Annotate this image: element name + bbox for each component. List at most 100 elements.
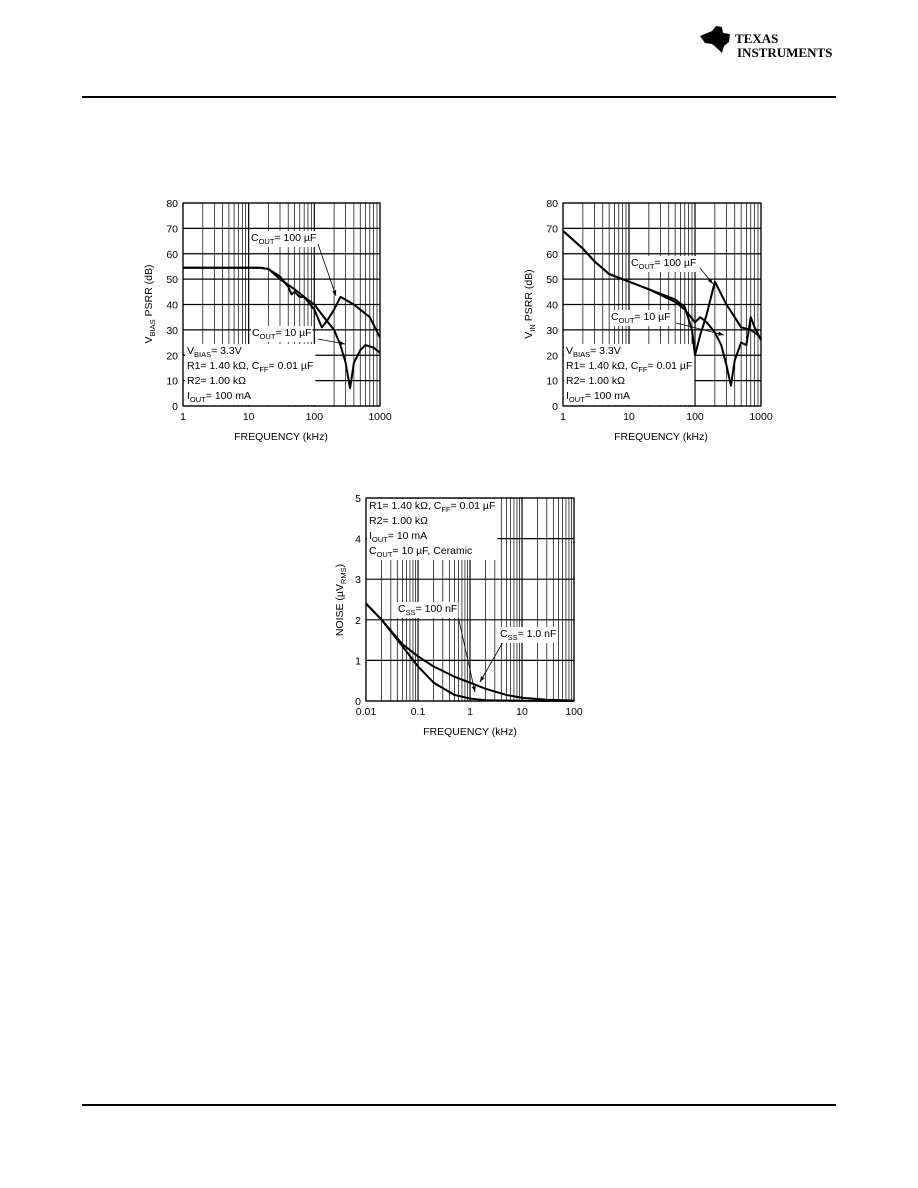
x-axis-label: FREQUENCY (kHz) <box>234 431 328 443</box>
series-line <box>183 266 381 390</box>
text-run: = 0.01 µF <box>451 500 496 512</box>
subscript: OUT <box>259 237 275 246</box>
text-run: = 100 mA <box>585 390 630 402</box>
text-run: = 3.3V <box>211 345 242 357</box>
annotation-arrow <box>457 615 476 693</box>
series-label: COUT= 100 µF <box>250 231 318 247</box>
condition-line: R1= 1.40 kΩ, CFF= 0.01 µF <box>566 360 692 374</box>
text-run: FREQUENCY (kHz) <box>234 431 328 443</box>
y-tick-label: 3 <box>355 574 361 586</box>
y-tick-label: 0 <box>552 401 558 413</box>
y-axis-label: NOISE (µVRMS) <box>334 564 348 636</box>
subscript: SS <box>508 633 518 642</box>
text-run: V <box>566 345 573 357</box>
label-background <box>185 344 316 405</box>
y-tick-label: 70 <box>546 223 558 235</box>
series-label: COUT= 10 µF <box>251 326 313 342</box>
logo-text: INSTRUMENTS <box>737 45 832 60</box>
text-run: = 0.01 µF <box>269 360 314 372</box>
series-line <box>365 602 575 702</box>
text-run: = 100 nF <box>416 603 458 615</box>
subscript: OUT <box>639 262 655 271</box>
plot-frame <box>182 202 381 407</box>
y-axis-label: VIN PSRR (dB) <box>523 269 537 338</box>
ti-logo: TEXAS INSTRUMENTS <box>700 26 832 60</box>
y-tick-label: 50 <box>166 274 178 286</box>
x-tick-label: 10 <box>623 411 635 423</box>
subscript: FF <box>638 365 648 374</box>
subscript: OUT <box>377 550 393 559</box>
series-label: CSS= 100 nF <box>397 602 459 618</box>
text-run: V <box>143 336 155 343</box>
series-name: CSS= 100 nF <box>398 603 457 617</box>
text-run: C <box>631 257 639 269</box>
x-tick-label: 1000 <box>749 411 773 423</box>
annotation-arrow <box>479 641 504 683</box>
subscript: OUT <box>260 332 276 341</box>
condition-line: R1= 1.40 kΩ, CFF= 0.01 µF <box>369 500 495 514</box>
label-background <box>397 602 459 618</box>
text-run: = 10 µF <box>634 311 670 323</box>
y-tick-label: 80 <box>166 198 178 210</box>
subscript: BIAS <box>573 350 590 359</box>
condition-line: R2= 1.00 kΩ <box>566 375 625 387</box>
text-run: C <box>251 232 259 244</box>
text-run: R2= 1.00 kΩ <box>369 515 428 527</box>
subscript: SS <box>406 608 416 617</box>
text-run: = 10 µF, Ceramic <box>392 545 472 557</box>
label-background <box>610 310 672 326</box>
y-tick-label: 10 <box>546 376 558 388</box>
y-tick-label: 2 <box>355 615 361 627</box>
text-run: R1= 1.40 kΩ, C <box>369 500 442 512</box>
text-run: R2= 1.00 kΩ <box>566 375 625 387</box>
y-tick-label: 30 <box>166 325 178 337</box>
y-tick-label: 30 <box>546 325 558 337</box>
text-run: V <box>523 332 535 339</box>
y-tick-label: 0 <box>172 401 178 413</box>
subscript: IN <box>528 324 537 332</box>
x-axis-label: FREQUENCY (kHz) <box>423 726 517 738</box>
text-run: C <box>369 545 377 557</box>
y-tick-label: 70 <box>166 223 178 235</box>
series-name: COUT= 100 µF <box>251 232 316 246</box>
y-tick-label: 4 <box>355 534 361 546</box>
chart: 1 10 100 1000 0 10 20 30 40 50 60 70 80 FREQUENCY (kH… <box>143 198 392 443</box>
text-run: V <box>187 345 194 357</box>
y-tick-label: 0 <box>355 696 361 708</box>
text-run: = 1.0 nF <box>518 628 557 640</box>
x-tick-label: 0.01 <box>356 706 377 718</box>
subscript: OUT <box>619 316 635 325</box>
subscript: OUT <box>190 395 206 404</box>
logo-text: TEXAS <box>735 31 778 46</box>
arrow-head <box>339 340 345 345</box>
y-tick-label: 5 <box>355 493 361 505</box>
y-axis-label: VBIAS PSRR (dB) <box>143 265 157 344</box>
condition-line: IOUT= 100 mA <box>566 390 630 404</box>
arrow-head <box>480 676 485 682</box>
label-background <box>367 499 498 560</box>
y-tick-label: 20 <box>166 350 178 362</box>
x-tick-label: 100 <box>306 411 324 423</box>
x-tick-label: 10 <box>243 411 255 423</box>
y-tick-label: 40 <box>166 300 178 312</box>
condition-line: COUT= 10 µF, Ceramic <box>369 545 472 559</box>
text-run: = 3.3V <box>590 345 621 357</box>
series-name: COUT= 10 µF <box>611 311 671 325</box>
arrow-head <box>718 331 724 336</box>
subscript: FF <box>441 505 451 514</box>
text-run: C <box>500 628 508 640</box>
text-run: NOISE (µV <box>334 584 346 636</box>
text-run: C <box>398 603 406 615</box>
y-tick-label: 80 <box>546 198 558 210</box>
condition-line: VBIAS= 3.3V <box>187 345 242 359</box>
y-tick-label: 20 <box>546 350 558 362</box>
label-background <box>630 256 698 272</box>
text-run: = 100 µF <box>654 257 696 269</box>
text-run: PSRR (dB) <box>523 269 535 324</box>
x-tick-label: 100 <box>686 411 704 423</box>
subscript: BIAS <box>194 350 211 359</box>
text-run: C <box>252 327 260 339</box>
series-label: CSS= 1.0 nF <box>499 627 558 643</box>
